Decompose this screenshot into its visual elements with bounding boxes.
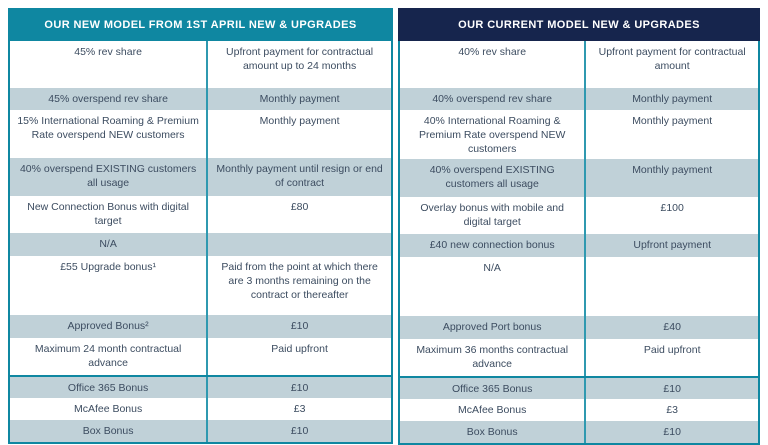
table-row: Office 365 Bonus £10 — [400, 376, 758, 399]
model-term-cell: 40% International Roaming & Premium Rate… — [418, 115, 566, 155]
table-row: McAfee Bonus £3 — [400, 399, 758, 421]
payment-term-cell: Monthly payment — [584, 110, 758, 159]
table-row: Box Bonus £10 — [400, 421, 758, 443]
payment-term-cell: Monthly payment — [206, 110, 391, 158]
payment-term-cell: Paid upfront — [206, 338, 391, 375]
payment-term-cell: Upfront payment for contractual amount u… — [206, 41, 391, 88]
model-term-cell: 15% International Roaming & Premium Rate… — [17, 115, 199, 141]
new-model-header: OUR NEW MODEL FROM 1ST APRIL NEW & UPGRA… — [8, 8, 393, 41]
table-row: Maximum 24 month contractual advance Pai… — [10, 338, 391, 375]
table-row: McAfee Bonus £3 — [10, 398, 391, 420]
model-term-cell: 40% overspend EXISTING customers all usa… — [19, 163, 197, 189]
model-term-cell: Box Bonus — [466, 426, 518, 438]
model-term-cell: £40 new connection bonus — [429, 239, 555, 251]
model-term-cell: 40% overspend EXISTING customers all usa… — [429, 164, 555, 190]
table-row: 45% overspend rev share Monthly payment — [10, 88, 391, 110]
model-term-cell: 45% rev share — [74, 46, 142, 58]
model-term-cell: N/A — [483, 262, 501, 274]
new-model-table: OUR NEW MODEL FROM 1ST APRIL NEW & UPGRA… — [8, 8, 393, 444]
payment-term-cell — [206, 233, 391, 256]
table-row: £55 Upgrade bonus¹ Paid from the point a… — [10, 256, 391, 315]
model-term-cell: Office 365 Bonus — [67, 382, 149, 394]
model-term-cell: Overlay bonus with mobile and digital ta… — [420, 202, 564, 228]
payment-term-cell: £40 — [584, 316, 758, 339]
model-term-cell: 40% rev share — [458, 46, 527, 58]
payment-term-cell: Monthly payment until resign or end of c… — [206, 158, 391, 196]
table-row: Overlay bonus with mobile and digital ta… — [400, 197, 758, 234]
payment-term-cell: Paid from the point at which there are 3… — [206, 256, 391, 315]
table-row: 40% rev share Upfront payment for contra… — [400, 41, 758, 88]
model-term-cell: McAfee Bonus — [458, 404, 527, 416]
payment-term-cell: Upfront payment — [584, 234, 758, 257]
table-row: New Connection Bonus with digital target… — [10, 196, 391, 233]
table-row: £40 new connection bonus Upfront payment — [400, 234, 758, 257]
table-row: Maximum 36 months contractual advance Pa… — [400, 339, 758, 376]
current-model-table: OUR CURRENT MODEL NEW & UPGRADES 40% rev… — [398, 8, 760, 445]
table-row: Approved Port bonus £40 — [400, 316, 758, 339]
model-term-cell: 40% overspend rev share — [432, 93, 552, 105]
payment-term-cell: £10 — [206, 315, 391, 338]
table-row: 40% overspend rev share Monthly payment — [400, 88, 758, 110]
payment-term-cell: Paid upfront — [584, 339, 758, 376]
payment-term-cell: £10 — [206, 420, 391, 442]
model-term-cell: New Connection Bonus with digital target — [27, 201, 189, 227]
model-term-cell: Maximum 24 month contractual advance — [34, 343, 182, 369]
payment-term-cell: £10 — [206, 377, 391, 398]
table-row: 15% International Roaming & Premium Rate… — [10, 110, 391, 158]
model-term-cell: Approved Bonus² — [67, 320, 149, 332]
table-row: 40% overspend EXISTING customers all usa… — [10, 158, 391, 196]
table-row: 40% overspend EXISTING customers all usa… — [400, 159, 758, 197]
table-row: 40% International Roaming & Premium Rate… — [400, 110, 758, 159]
model-term-cell: N/A — [99, 238, 117, 250]
table-row: N/A — [400, 257, 758, 316]
payment-term-cell: £80 — [206, 196, 391, 233]
model-term-cell: Box Bonus — [82, 425, 134, 437]
table-row: Box Bonus £10 — [10, 420, 391, 442]
table-row: Approved Bonus² £10 — [10, 315, 391, 338]
new-model-body: 45% rev share Upfront payment for contra… — [8, 41, 393, 444]
payment-term-cell: £100 — [584, 197, 758, 234]
model-term-cell: McAfee Bonus — [73, 403, 143, 415]
table-row: Office 365 Bonus £10 — [10, 375, 391, 398]
payment-term-cell: £10 — [584, 378, 758, 399]
current-model-body: 40% rev share Upfront payment for contra… — [398, 41, 760, 445]
payment-term-cell: Monthly payment — [206, 88, 391, 110]
payment-term-cell: Monthly payment — [584, 159, 758, 197]
model-term-cell: Office 365 Bonus — [451, 383, 533, 395]
payment-term-cell: £3 — [206, 398, 391, 420]
payment-term-cell: £3 — [584, 399, 758, 421]
table-row: N/A — [10, 233, 391, 256]
model-term-cell: 45% overspend rev share — [48, 93, 168, 105]
table-row: 45% rev share Upfront payment for contra… — [10, 41, 391, 88]
model-term-cell: £55 Upgrade bonus¹ — [60, 261, 156, 273]
payment-term-cell: Monthly payment — [584, 88, 758, 110]
payment-term-cell — [584, 257, 758, 316]
payment-term-cell: £10 — [584, 421, 758, 443]
model-term-cell: Maximum 36 months contractual advance — [416, 344, 569, 370]
model-term-cell: Approved Port bonus — [442, 321, 542, 333]
current-model-header: OUR CURRENT MODEL NEW & UPGRADES — [398, 8, 760, 41]
payment-term-cell: Upfront payment for contractual amount — [584, 41, 758, 88]
